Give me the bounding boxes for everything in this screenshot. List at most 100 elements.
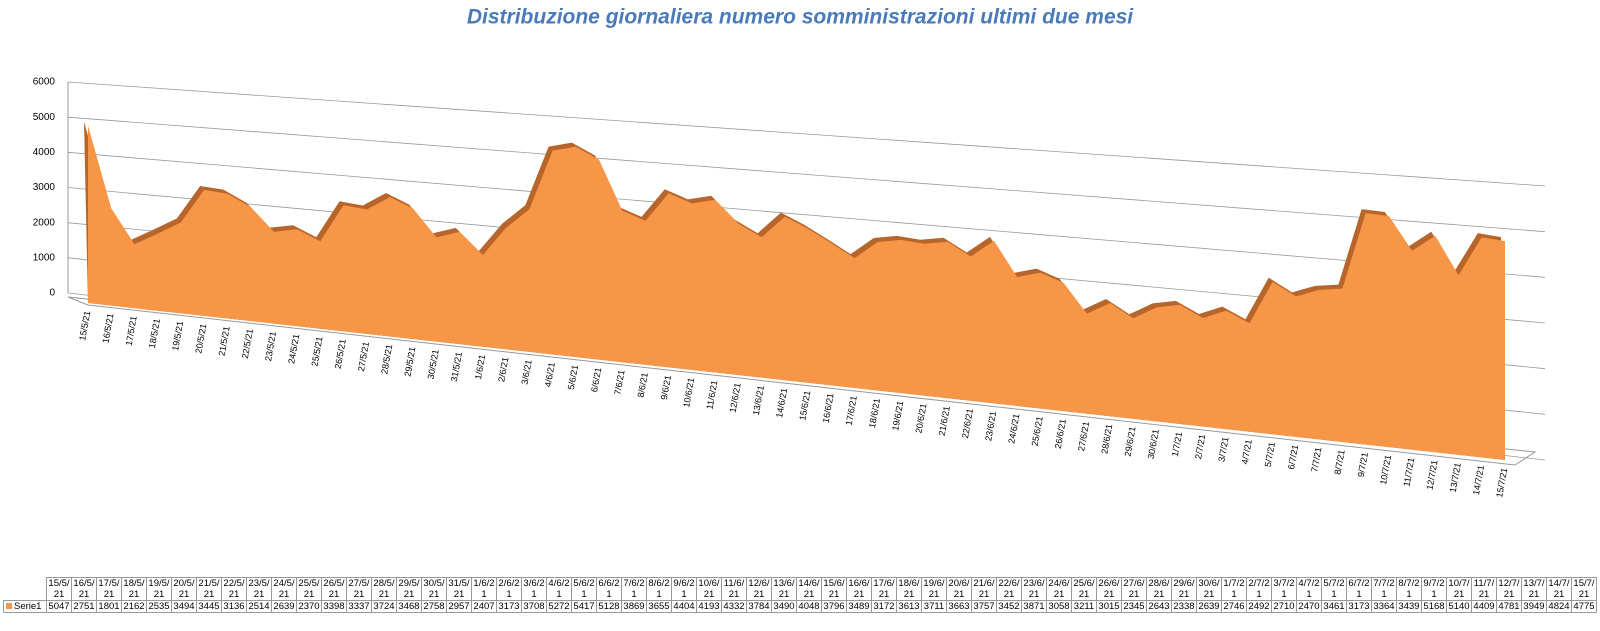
- x-tick-label: 7/6/21: [612, 369, 626, 395]
- header-cell: 22/6/21: [996, 577, 1022, 601]
- value-cell: 2470: [1296, 600, 1322, 613]
- value-cell: 4332: [721, 600, 747, 613]
- header-cell: 18/6/21: [896, 577, 922, 601]
- header-cell: 12/7/21: [1496, 577, 1522, 601]
- header-cell: 11/7/21: [1471, 577, 1497, 601]
- value-cell: 3494: [171, 600, 197, 613]
- x-tick-label: 26/6/21: [1053, 418, 1068, 449]
- header-cell: 1/7/21: [1221, 577, 1247, 601]
- header-cell: 26/5/21: [321, 577, 347, 601]
- value-cell: 3708: [521, 600, 547, 613]
- header-cell: 13/7/21: [1521, 577, 1547, 601]
- x-tick-label: 30/5/21: [426, 349, 441, 380]
- header-cell: 18/5/21: [121, 577, 147, 601]
- header-cell: 16/6/21: [846, 577, 872, 601]
- value-cell: 2338: [1171, 600, 1197, 613]
- header-cell: 20/5/21: [171, 577, 197, 601]
- value-cell: 4048: [796, 600, 822, 613]
- value-cell: 3468: [396, 600, 422, 613]
- value-cell: 5140: [1446, 600, 1472, 613]
- data-table: 15/5/21 16/5/21 17/5/21 18/5/21 19/5/21 20/5/…: [3, 577, 1597, 613]
- value-cell: 3445: [196, 600, 222, 613]
- header-cell: 22/5/21: [221, 577, 247, 601]
- value-cell: 2345: [1121, 600, 1147, 613]
- x-tick-label: 24/5/21: [286, 333, 301, 364]
- header-cell: 30/5/21: [421, 577, 447, 601]
- value-cell: 3337: [346, 600, 372, 613]
- header-cell: 15/5/21: [46, 577, 72, 601]
- y-tick-label: 2000: [33, 217, 56, 228]
- x-tick-label: 19/6/21: [890, 400, 905, 431]
- x-tick-label: 11/6/21: [705, 380, 720, 411]
- value-cell: 3869: [621, 600, 647, 613]
- floor: [67, 296, 1537, 466]
- legend-label: Serie1: [14, 601, 42, 612]
- value-cell: 3663: [946, 600, 972, 613]
- header-cell: 19/6/21: [921, 577, 947, 601]
- header-cell: 25/6/21: [1071, 577, 1097, 601]
- header-cell: 21/5/21: [196, 577, 222, 601]
- value-cell: 2746: [1221, 600, 1247, 613]
- header-cell: 15/7/21: [1571, 577, 1597, 601]
- x-tick-label: 24/6/21: [1006, 413, 1021, 444]
- x-tick-label: 5/6/21: [566, 364, 580, 390]
- header-cell: 9/6/21: [671, 577, 697, 601]
- value-cell: 3211: [1071, 600, 1097, 613]
- header-cell: 29/5/21: [396, 577, 422, 601]
- value-cell: 4409: [1471, 600, 1497, 613]
- table-header: 15/5/21 16/5/21 17/5/21 18/5/21 19/5/21 20/5/…: [4, 577, 1597, 601]
- x-tick-label: 14/7/21: [1471, 464, 1486, 495]
- x-tick-label: 26/5/21: [333, 338, 348, 369]
- value-cell: 3613: [896, 600, 922, 613]
- header-cell: 26/6/21: [1096, 577, 1122, 601]
- x-tick-label: 19/5/21: [170, 320, 185, 351]
- x-tick-label: 10/6/21: [681, 377, 696, 408]
- value-cell: 2758: [421, 600, 447, 613]
- header-cell: 28/6/21: [1146, 577, 1172, 601]
- x-tick-label: 15/6/21: [797, 390, 812, 421]
- y-tick-label: 5000: [33, 112, 56, 123]
- value-cell: 3871: [1021, 600, 1047, 613]
- x-tick-label: 12/6/21: [728, 382, 743, 413]
- x-tick-label: 27/5/21: [356, 341, 371, 372]
- value-cell: 3796: [821, 600, 847, 613]
- x-tick-label: 17/5/21: [124, 315, 139, 346]
- x-tick-label: 4/6/21: [543, 361, 557, 387]
- x-tick-label: 3/6/21: [519, 359, 533, 385]
- header-cell: 28/5/21: [371, 577, 397, 601]
- x-tick-label: 23/6/21: [983, 410, 998, 441]
- x-tick-label: 16/6/21: [821, 392, 836, 423]
- value-cell: 5417: [571, 600, 597, 613]
- value-cell: 3439: [1396, 600, 1422, 613]
- value-cell: 2370: [296, 600, 322, 613]
- y-tick-label: 3000: [33, 182, 56, 193]
- y-tick-label: 1000: [33, 252, 56, 263]
- header-cell: 15/6/21: [821, 577, 847, 601]
- x-tick-label: 14/6/21: [774, 387, 789, 418]
- value-cell: 5168: [1421, 600, 1447, 613]
- x-tick-label: 25/6/21: [1030, 416, 1045, 447]
- x-tick-label: 27/6/21: [1076, 421, 1091, 452]
- area: [88, 125, 1505, 460]
- value-cell: 4824: [1546, 600, 1572, 613]
- value-cell: 2643: [1146, 600, 1172, 613]
- header-cell: 14/6/21: [796, 577, 822, 601]
- x-tick-label: 28/5/21: [379, 343, 394, 374]
- value-cell: 2535: [146, 600, 172, 613]
- value-cell: 2751: [71, 600, 97, 613]
- value-cell: 2514: [246, 600, 272, 613]
- x-tick-label: 15/5/21: [77, 310, 92, 341]
- header-cell: 3/7/21: [1271, 577, 1297, 601]
- x-tick-label: 3/7/21: [1216, 436, 1230, 462]
- y-tick-label: 4000: [33, 147, 56, 158]
- x-tick-label: 6/6/21: [589, 367, 603, 393]
- value-cell: 2639: [271, 600, 297, 613]
- header-cell: 5/6/21: [571, 577, 597, 601]
- grid-line: [67, 116, 1546, 233]
- x-tick-label: 13/7/21: [1448, 462, 1463, 493]
- x-tick-label: 28/6/21: [1099, 423, 1114, 454]
- value-cell: 5272: [546, 600, 572, 613]
- value-cell: 3058: [1046, 600, 1072, 613]
- value-cell: 3724: [371, 600, 397, 613]
- value-cell: 4193: [696, 600, 722, 613]
